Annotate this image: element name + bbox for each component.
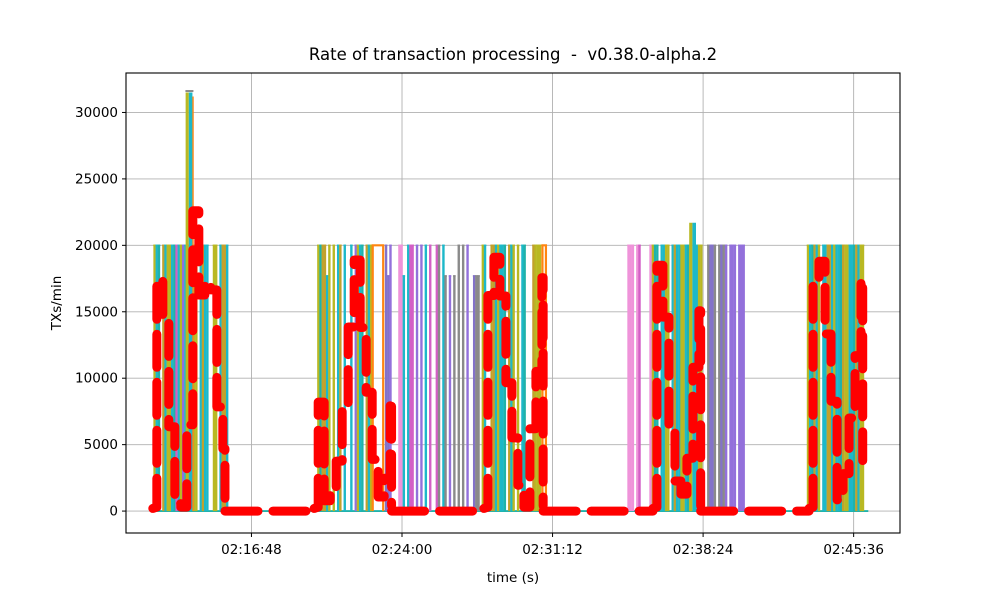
chart-title: Rate of transaction processing - v0.38.0…	[308, 45, 718, 64]
y-axis-label: TXs/min	[49, 275, 65, 331]
y-tick-label: 15000	[75, 304, 118, 320]
red-line-burst	[479, 252, 548, 513]
y-tick-label: 10000	[75, 371, 118, 387]
y-tick-label: 0	[109, 504, 118, 520]
x-tick-label: 02:24:00	[372, 542, 433, 558]
x-tick-label: 02:31:12	[522, 542, 583, 558]
y-tick-label: 25000	[75, 171, 118, 187]
red-line-burst	[648, 260, 706, 513]
red-line-burst	[148, 206, 230, 513]
y-tick-label: 30000	[75, 105, 118, 121]
axes-spines	[125, 72, 901, 534]
red-line-burst	[309, 255, 397, 513]
red-line-burst	[804, 256, 868, 513]
y-tick-label: 20000	[75, 238, 118, 254]
x-axis-label: time (s)	[486, 570, 540, 586]
x-tick-label: 02:38:24	[673, 542, 734, 558]
y-tick-label: 5000	[84, 437, 118, 453]
x-tick-label: 02:16:48	[221, 542, 282, 558]
series-orange-pulse	[371, 244, 385, 512]
x-tick-label: 02:45:36	[823, 542, 884, 558]
